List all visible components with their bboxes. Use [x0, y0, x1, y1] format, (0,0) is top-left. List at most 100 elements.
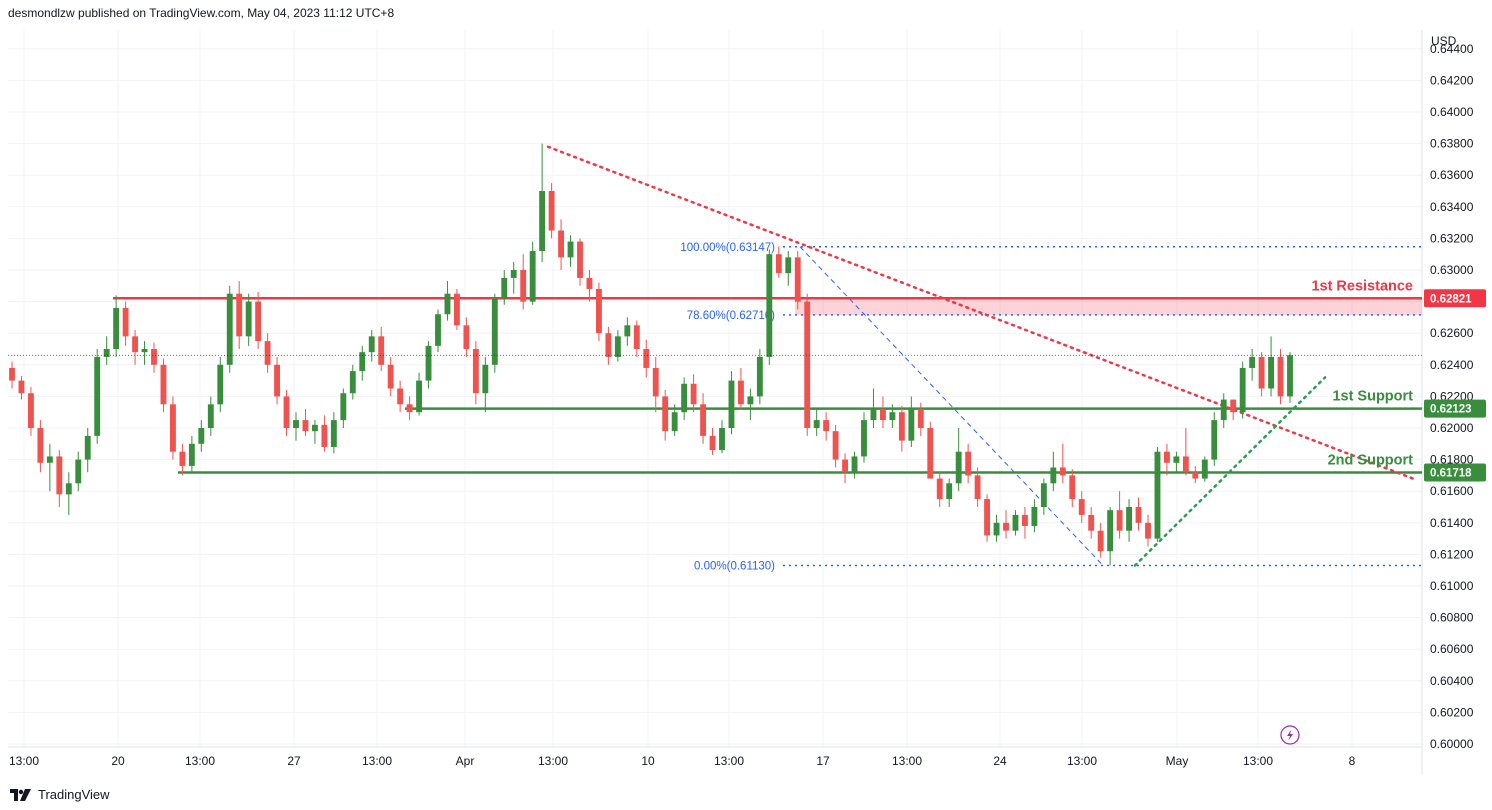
candle — [842, 453, 849, 484]
candle — [1277, 349, 1284, 405]
y-tick-label: 0.60000 — [1430, 737, 1474, 751]
candle-body — [56, 456, 63, 495]
candle-body — [141, 349, 148, 353]
candle-body — [501, 277, 508, 299]
candle — [813, 409, 820, 436]
candle — [37, 420, 44, 473]
candle-body — [397, 388, 404, 405]
candle-body — [1192, 472, 1199, 479]
candle — [283, 390, 290, 436]
y-tick-label: 0.60800 — [1430, 611, 1474, 625]
candle-body — [1040, 483, 1047, 507]
y-tick-label: 0.64200 — [1430, 73, 1474, 87]
candle — [1201, 456, 1208, 482]
candle-body — [435, 314, 441, 346]
candle — [898, 405, 905, 452]
x-tick-label: 27 — [287, 754, 301, 768]
candle-body — [879, 409, 886, 421]
candle-body — [94, 356, 101, 436]
candle-body — [1021, 514, 1028, 526]
price-tag-text: 0.61718 — [1430, 468, 1472, 480]
candle — [1249, 349, 1256, 381]
candle — [94, 349, 101, 444]
price-tag — [1424, 289, 1486, 308]
candle-body — [406, 404, 413, 413]
candle — [359, 345, 366, 381]
level-label: 1st Support — [1332, 389, 1413, 405]
candle — [330, 412, 337, 454]
x-tick-label: 10 — [641, 754, 655, 768]
candle — [302, 409, 309, 436]
candle — [207, 396, 214, 436]
candle-body — [1268, 356, 1275, 389]
candle — [908, 396, 915, 447]
y-tick-label: 0.63200 — [1430, 231, 1474, 245]
candle-body — [1031, 507, 1038, 526]
candle — [56, 450, 63, 507]
chart-grid — [8, 30, 1422, 747]
candle-body — [217, 364, 224, 405]
candle — [1163, 443, 1170, 476]
candle — [1012, 510, 1019, 536]
candle-body — [785, 257, 792, 274]
candle-body — [444, 293, 451, 315]
candle — [737, 367, 744, 410]
candle-body — [359, 352, 366, 372]
candle-body — [491, 298, 498, 365]
y-tick-label: 0.64000 — [1430, 105, 1474, 119]
candle-body — [889, 412, 896, 421]
candle — [1059, 443, 1066, 484]
candle-body — [529, 251, 536, 302]
candle — [1097, 522, 1104, 558]
candle — [965, 443, 972, 484]
candle-body — [75, 459, 82, 484]
candle — [46, 443, 53, 492]
candle — [1173, 451, 1180, 473]
candle — [1258, 352, 1265, 397]
candle — [378, 326, 385, 372]
candle-body — [179, 451, 186, 466]
candle — [264, 333, 271, 373]
candle — [558, 219, 565, 270]
candle-body — [198, 428, 205, 444]
y-tick-label: 0.60200 — [1430, 705, 1474, 719]
candle-body — [842, 459, 849, 473]
candle — [1220, 393, 1227, 428]
candle — [700, 393, 707, 444]
candle-body — [293, 420, 299, 428]
candle — [9, 361, 15, 389]
candle — [643, 339, 650, 378]
tradingview-icon — [10, 788, 31, 801]
candle-body — [416, 380, 423, 413]
candle — [690, 374, 697, 413]
fib-label: 78.60%(0.62716) — [687, 310, 775, 322]
candle — [775, 246, 782, 278]
candle — [491, 293, 498, 373]
y-tick-label: 0.61800 — [1430, 453, 1474, 467]
candle — [974, 467, 981, 507]
candle-body — [1003, 522, 1009, 531]
candle-body — [264, 341, 271, 365]
candle-body — [510, 270, 517, 278]
price-tag-text: 0.62821 — [1430, 293, 1472, 305]
candle-body — [690, 383, 697, 405]
candle-body — [330, 420, 337, 447]
y-tick-label: 0.61200 — [1430, 547, 1474, 561]
lightning-icon[interactable] — [1280, 725, 1300, 745]
candlesticks — [9, 143, 1293, 566]
x-tick-label: 13:00 — [538, 754, 568, 768]
candle — [435, 309, 441, 353]
candle-body — [700, 404, 707, 436]
candle — [501, 270, 508, 305]
candle-body — [349, 371, 356, 394]
x-tick-label: Apr — [456, 754, 475, 768]
y-tick-label: 0.60400 — [1430, 674, 1474, 688]
candle — [1040, 478, 1047, 515]
candle — [861, 412, 867, 463]
candle — [766, 249, 773, 365]
candle-body — [993, 522, 1000, 536]
tradingview-logo[interactable]: TradingView — [10, 787, 110, 802]
candle-body — [1050, 467, 1057, 484]
candle-body — [226, 293, 233, 365]
